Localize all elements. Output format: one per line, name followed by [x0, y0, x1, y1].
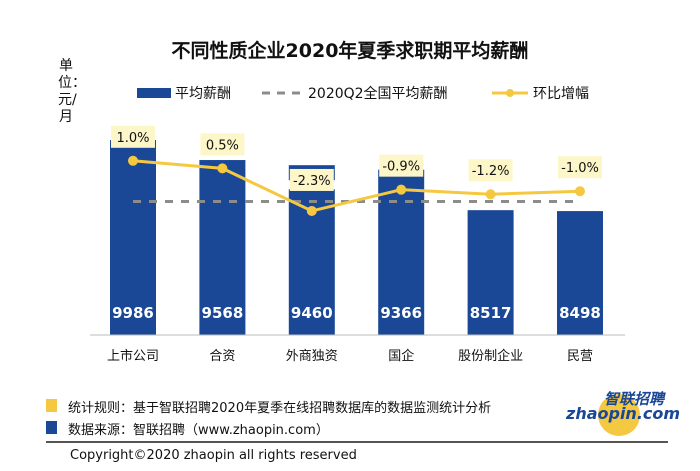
- chart-svg: 平均薪酬 2020Q2全国平均薪酬 环比增幅 9986 上市公司 9568 合资 9460 外商…: [90, 85, 625, 364]
- growth-label: -2.3%: [293, 174, 331, 189]
- growth-point-5: [575, 186, 585, 197]
- footer-divider: [46, 441, 668, 443]
- logo-en: zhaopin.com: [566, 404, 681, 423]
- legend-line-marker: [506, 89, 514, 97]
- growth-label: -1.0%: [561, 161, 599, 176]
- growth-point-3: [396, 184, 407, 195]
- bar-value-label: 9460: [291, 304, 333, 322]
- growth-label-box: [468, 159, 513, 182]
- bar-value-label: 9568: [202, 304, 244, 322]
- growth-point-1: [217, 163, 228, 174]
- logo-cn: 智联招聘: [604, 390, 665, 408]
- growth-line: [132, 159, 581, 213]
- chart-title: 不同性质企业2020年夏季求职期平均薪酬: [171, 40, 529, 62]
- growth-point-2: [306, 205, 317, 216]
- category-label: 合资: [209, 349, 235, 364]
- growth-label-box: [379, 154, 424, 177]
- growth-label: 1.0%: [116, 131, 149, 146]
- growth-label-box: [289, 168, 334, 191]
- bar-3: [378, 169, 425, 335]
- zhaopin-logo: 智联招聘 zhaopin.com: [566, 388, 680, 438]
- legend-bar-label: 平均薪酬: [175, 86, 231, 102]
- legend-bar-swatch: [137, 88, 171, 98]
- bar-value-label: 8517: [470, 304, 512, 322]
- bar-value-label: 8498: [559, 304, 601, 322]
- category-label: 上市公司: [107, 348, 159, 364]
- growth-point-0: [128, 155, 138, 166]
- category-label: 国企: [388, 348, 414, 364]
- source-marker: [46, 421, 57, 434]
- bar-2: [288, 165, 335, 335]
- growth-label-box: [111, 125, 155, 148]
- bar-1: [199, 160, 246, 335]
- legend-ref-label: 2020Q2全国平均薪酬: [308, 85, 448, 102]
- growth-label-box: [200, 133, 245, 156]
- growth-label: -0.9%: [382, 160, 420, 175]
- growth-label-box: [558, 156, 602, 179]
- rule-marker: [46, 399, 57, 412]
- footer-source: 数据来源：智联招聘（www.zhaopin.com）: [68, 423, 329, 438]
- category-label: 外商独资: [286, 349, 338, 364]
- footer-rule: 统计规则：基于智联招聘2020年夏季在线招聘数据库的数据监测统计分析: [68, 401, 492, 416]
- bar-value-label: 9986: [112, 304, 154, 322]
- bar-4: [467, 210, 514, 335]
- growth-point-4: [485, 189, 496, 200]
- category-label: 股份制企业: [458, 348, 523, 364]
- bar-value-label: 9366: [380, 304, 422, 322]
- growth-label: -1.2%: [472, 164, 510, 179]
- category-label: 民营: [567, 349, 593, 364]
- bar-5: [557, 211, 603, 335]
- legend-line-label: 环比增幅: [533, 86, 589, 102]
- bar-0: [110, 140, 156, 335]
- growth-label: 0.5%: [206, 138, 239, 153]
- footer-copyright: Copyright©2020 zhaopin all rights reserv…: [70, 448, 357, 463]
